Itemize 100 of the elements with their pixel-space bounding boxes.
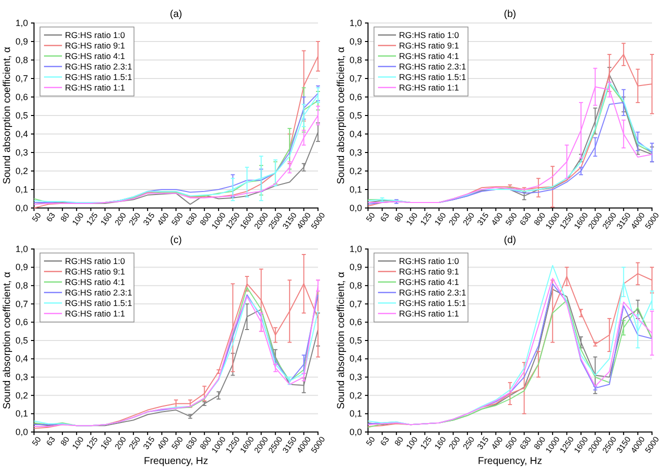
x-tick-label: 630 [184, 434, 200, 452]
legend-label: RG:HS ratio 1.5:1 [399, 298, 466, 308]
legend-label: RG:HS ratio 9:1 [65, 266, 126, 276]
x-tick-label: 250 [127, 210, 143, 228]
x-tick-label: 100 [70, 434, 86, 452]
y-tick-label: 0,3 [349, 147, 362, 158]
legend-label: RG:HS ratio 2.3:1 [399, 62, 466, 72]
y-tick-label: 0,3 [15, 372, 28, 382]
x-tick-label: 50 [30, 210, 44, 224]
x-tick-label: 200 [447, 210, 462, 228]
legend-label: RG:HS ratio 2.3:1 [65, 288, 132, 298]
y-tick-label: 0,0 [349, 202, 362, 213]
chart-title: (d) [504, 235, 516, 246]
x-tick-label: 500 [504, 210, 520, 228]
y-tick-label: 0,7 [15, 73, 28, 84]
y-tick-label: 0,2 [349, 390, 362, 400]
x-tick-label: 80 [392, 434, 406, 448]
legend-label: RG:HS ratio 4:1 [65, 51, 126, 61]
y-axis-title: Sound absorption coefficient, α [2, 272, 13, 410]
y-tick-label: 0,2 [349, 166, 362, 176]
legend-label: RG:HS ratio 4:1 [399, 277, 460, 287]
x-tick-label: 200 [113, 210, 128, 228]
y-tick-label: 0,6 [349, 317, 362, 328]
y-tick-label: 0,8 [15, 54, 28, 65]
y-tick-label: 0,9 [15, 36, 28, 46]
y-tick-label: 0,0 [15, 426, 28, 437]
y-tick-label: 0,2 [15, 166, 28, 176]
x-tick-label: 160 [98, 434, 114, 452]
legend-label: RG:HS ratio 1:0 [65, 30, 126, 40]
x-axis-title: Frequency, Hz [144, 456, 208, 467]
y-tick-label: 0,9 [349, 36, 362, 46]
y-tick-label: 1,0 [349, 244, 362, 254]
legend-label: RG:HS ratio 4:1 [399, 51, 460, 61]
chart-title: (a) [170, 9, 182, 20]
legend-label: RG:HS ratio 1:0 [399, 256, 460, 266]
legend-label: RG:HS ratio 2.3:1 [399, 288, 466, 298]
y-tick-label: 0,2 [15, 390, 28, 400]
y-tick-label: 0,0 [349, 426, 362, 437]
y-tick-label: 0,9 [15, 262, 28, 272]
x-tick-label: 315 [475, 210, 491, 228]
legend-label: RG:HS ratio 1:1 [399, 308, 460, 318]
y-tick-label: 0,9 [349, 262, 362, 272]
y-tick-label: 0,5 [349, 110, 362, 120]
x-tick-label: 160 [432, 434, 448, 452]
y-tick-label: 0,6 [15, 92, 28, 102]
x-tick-label: 200 [113, 434, 128, 452]
x-tick-label: 63 [44, 434, 58, 448]
y-tick-label: 0,0 [15, 202, 28, 213]
x-tick-label: 125 [418, 210, 434, 228]
y-axis-title: Sound absorption coefficient, α [2, 46, 13, 184]
x-tick-label: 400 [490, 210, 506, 228]
x-tick-label: 50 [364, 210, 378, 224]
y-tick-label: 0,8 [15, 280, 28, 290]
x-tick-label: 125 [84, 434, 100, 452]
x-tick-label: 160 [432, 210, 448, 228]
x-tick-label: 250 [127, 434, 143, 452]
chart-title: (b) [504, 9, 516, 20]
y-tick-label: 0,6 [15, 317, 28, 328]
legend-label: RG:HS ratio 1:0 [65, 256, 126, 266]
x-tick-label: 315 [141, 434, 157, 452]
x-tick-label: 630 [518, 434, 534, 452]
x-tick-label: 160 [98, 210, 114, 228]
y-tick-label: 0,1 [15, 408, 28, 419]
x-tick-label: 125 [418, 434, 434, 452]
x-tick-label: 500 [170, 434, 186, 452]
y-tick-label: 0,8 [349, 280, 362, 290]
x-tick-label: 250 [461, 210, 477, 228]
x-tick-label: 125 [84, 210, 100, 228]
y-tick-label: 0,5 [349, 335, 362, 346]
x-tick-label: 63 [378, 434, 392, 448]
y-tick-label: 1,0 [349, 18, 362, 28]
x-tick-label: 630 [518, 210, 534, 228]
legend-label: RG:HS ratio 1:1 [399, 82, 460, 92]
legend-label: RG:HS ratio 9:1 [399, 266, 460, 276]
y-tick-label: 0,5 [15, 110, 28, 120]
x-tick-label: 80 [392, 210, 406, 224]
x-tick-label: 200 [447, 434, 462, 452]
x-tick-label: 100 [70, 210, 86, 228]
x-tick-label: 315 [141, 210, 157, 228]
x-tick-label: 63 [378, 210, 392, 224]
y-tick-label: 1,0 [15, 18, 28, 28]
y-tick-label: 0,1 [15, 184, 28, 194]
x-tick-label: 63 [44, 210, 58, 224]
x-axis-title: Frequency, Hz [478, 456, 542, 467]
y-tick-label: 0,5 [15, 335, 28, 346]
x-tick-label: 50 [30, 434, 44, 448]
y-tick-label: 0,4 [15, 354, 28, 364]
x-tick-label: 400 [156, 434, 172, 452]
x-tick-label: 250 [461, 434, 477, 452]
y-tick-label: 0,7 [349, 298, 362, 309]
y-tick-label: 0,7 [349, 73, 362, 84]
legend-label: RG:HS ratio 1:1 [65, 308, 126, 318]
legend-label: RG:HS ratio 1.5:1 [65, 298, 132, 308]
y-tick-label: 0,8 [349, 54, 362, 65]
y-tick-label: 0,4 [349, 128, 362, 139]
y-tick-label: 0,4 [349, 354, 362, 364]
x-tick-label: 400 [156, 210, 172, 228]
y-tick-label: 0,3 [349, 372, 362, 382]
legend-label: RG:HS ratio 1:0 [399, 30, 460, 40]
x-tick-label: 100 [404, 210, 420, 228]
